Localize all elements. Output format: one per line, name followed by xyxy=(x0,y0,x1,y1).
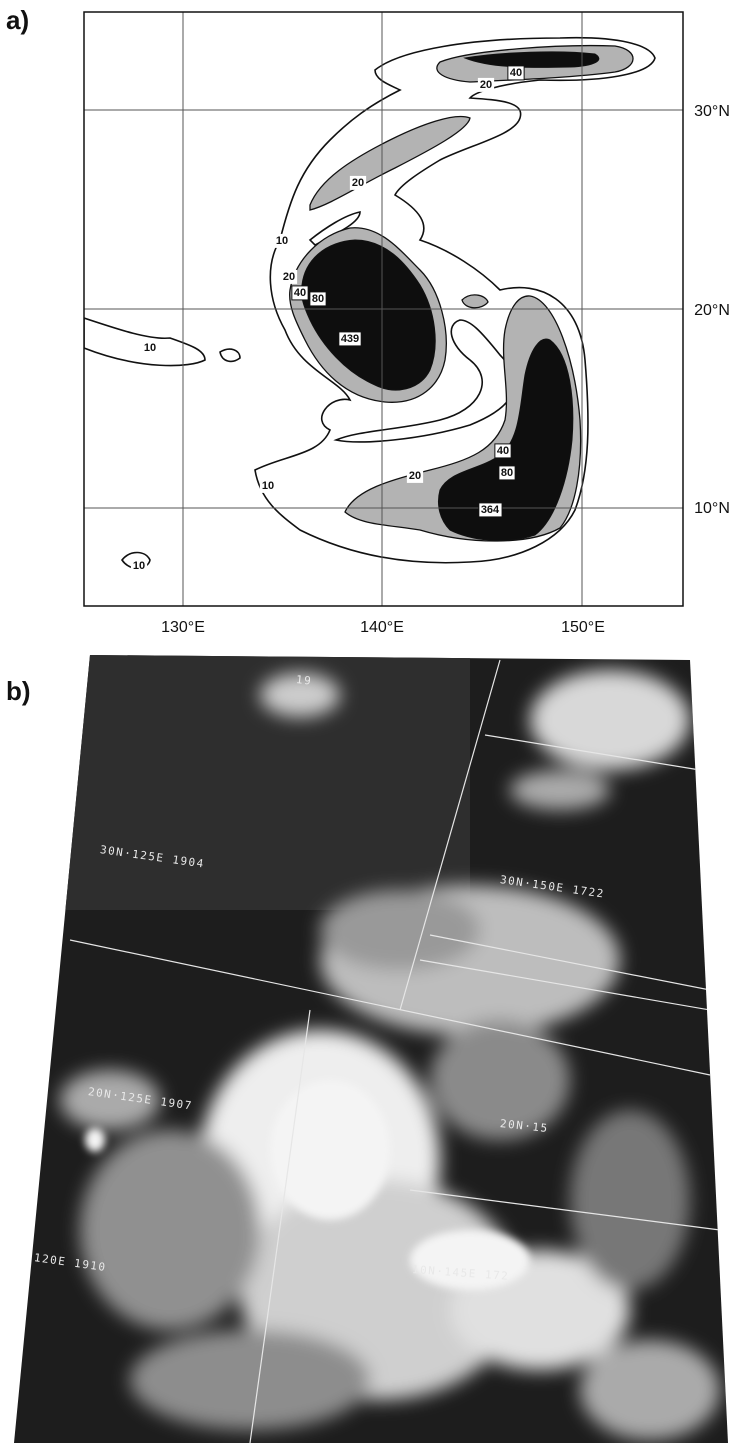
y-tick-label: 10°N xyxy=(694,500,730,517)
x-tick-label: 140°E xyxy=(360,619,404,636)
x-tick-label: 150°E xyxy=(561,619,605,636)
contour-label: 40 xyxy=(510,67,522,79)
contour-label: 20 xyxy=(283,271,295,283)
contour-label: 40 xyxy=(294,287,306,299)
y-tick-label: 30°N xyxy=(694,103,730,120)
contour-label: 40 xyxy=(497,445,509,457)
contour-label: 20 xyxy=(409,470,421,482)
contour-label: 10 xyxy=(262,480,274,492)
image-label: 19 xyxy=(295,673,313,688)
contour-label: 364 xyxy=(481,504,500,516)
x-tick-label: 130°E xyxy=(161,619,205,636)
contour-label: 80 xyxy=(501,467,513,479)
figure: a) 130°E 140°E 150°E 30°N 20°N 10°N 40 xyxy=(0,0,740,1443)
contour-label: 80 xyxy=(312,293,324,305)
y-tick-label: 20°N xyxy=(694,302,730,319)
contour-label: 439 xyxy=(341,333,359,345)
contour-20 xyxy=(462,295,488,308)
contour-label: 10 xyxy=(276,235,288,247)
contour-label: 10 xyxy=(144,342,156,354)
contour-label: 20 xyxy=(352,177,364,189)
satellite-image xyxy=(0,650,740,1443)
panel-label: a) xyxy=(6,5,29,35)
panel-label: b) xyxy=(6,676,31,706)
contour-label: 20 xyxy=(480,79,492,91)
contour-label: 10 xyxy=(133,560,145,572)
